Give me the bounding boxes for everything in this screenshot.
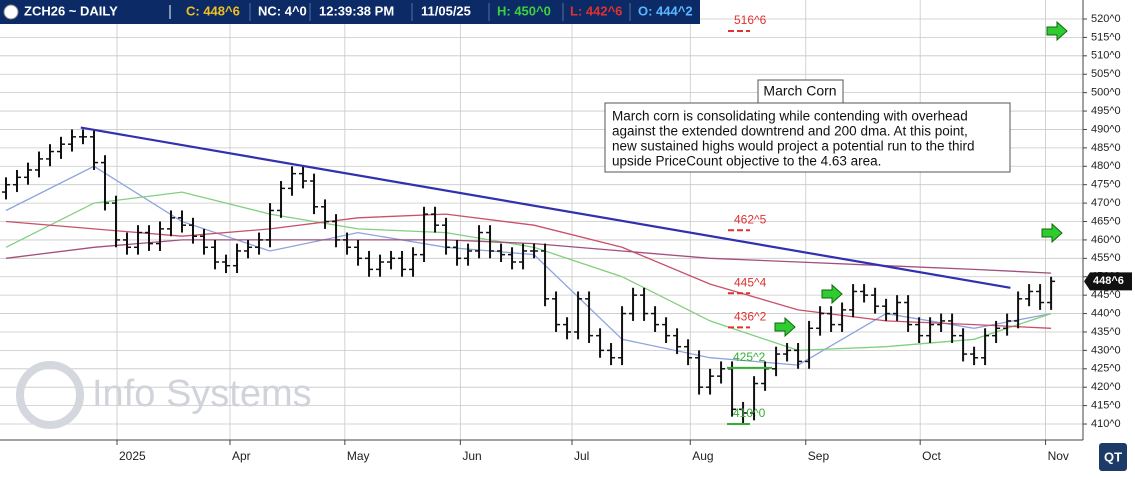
arrow (774, 316, 796, 338)
y-tick-label: 465^0 (1091, 215, 1121, 227)
y-tick-label: 470^0 (1091, 197, 1121, 209)
annotation-line: March corn is consolidating while conten… (612, 109, 968, 124)
header-icon (3, 4, 19, 20)
x-tick-label: Sep (808, 449, 830, 463)
y-tick-label: 445^0 (1091, 289, 1121, 301)
watermark-logo (16, 361, 84, 429)
time: 12:39:38 PM (319, 3, 394, 18)
close: C: 448^6 (186, 3, 240, 18)
arrow (821, 283, 843, 305)
chart-title: March Corn (763, 83, 836, 99)
annotation-line: upside PriceCount objective to the 4.63 … (612, 154, 881, 169)
arrow (1041, 222, 1063, 244)
annotation-line: new sustained highs would project a pote… (612, 139, 974, 154)
y-tick-label: 440^0 (1091, 307, 1121, 319)
y-tick-label: 425^0 (1091, 363, 1121, 375)
x-tick-label: Apr (232, 449, 251, 463)
last-price-label: 448^6 (1093, 275, 1124, 287)
x-tick-label: Jun (462, 449, 481, 463)
last-price-badge (1084, 272, 1132, 291)
y-tick-label: 410^0 (1091, 418, 1121, 430)
moving-average (5, 191, 1052, 352)
y-tick-label: 505^0 (1091, 68, 1121, 80)
header-bar (0, 0, 700, 24)
level-label: 462^5 (734, 212, 767, 226)
annotation-line: against the extended downtrend and 200 d… (612, 124, 968, 139)
date: 11/05/25 (421, 3, 471, 18)
logo: QT (1104, 449, 1122, 464)
y-tick-label: 515^0 (1091, 31, 1121, 43)
watermark-text: Info Systems (92, 373, 312, 415)
y-tick-label: 495^0 (1091, 105, 1121, 117)
y-tick-label: 460^0 (1091, 234, 1121, 246)
signal-arrows (774, 20, 1068, 338)
open: O: 444^2 (638, 3, 693, 18)
y-tick-label: 475^0 (1091, 179, 1121, 191)
y-tick-label: 490^0 (1091, 123, 1121, 135)
y-tick-label: 415^0 (1091, 400, 1121, 412)
x-tick-label: 2025 (119, 449, 146, 463)
arrow (1046, 20, 1068, 42)
level-label: 410^0 (733, 406, 766, 420)
logo-badge (1099, 443, 1127, 471)
level-label: 516^6 (734, 13, 767, 27)
y-tick-label: 500^0 (1091, 87, 1121, 99)
symbol: ZCH26 ~ DAILY (24, 3, 118, 18)
y-tick-label: 430^0 (1091, 344, 1121, 356)
level-label: 425^2 (733, 350, 766, 364)
x-tick-label: Nov (1048, 449, 1069, 463)
y-tick-label: 510^0 (1091, 50, 1121, 62)
low: L: 442^6 (570, 3, 622, 18)
x-tick-label: Oct (922, 449, 941, 463)
watermark: Info Systems (16, 361, 312, 429)
annotation-box (604, 102, 1011, 173)
x-tick-label: May (347, 449, 370, 463)
level-label: 445^4 (734, 275, 767, 289)
y-tick-label: 485^0 (1091, 142, 1121, 154)
y-tick-label: 520^0 (1091, 13, 1121, 25)
x-tick-label: Aug (692, 449, 713, 463)
y-tick-label: 480^0 (1091, 160, 1121, 172)
header: ZCH26 ~ DAILY C: 448^6 NC: 4^0 12:39:38 … (0, 0, 700, 24)
plot: 516^6 462^5 445^4 436^2 425^2 410^0 (1, 13, 1056, 426)
trendline (80, 126, 1011, 289)
x-tick-label: Jul (574, 449, 589, 463)
level-label: 436^2 (734, 310, 767, 324)
y-tick-label: 435^0 (1091, 326, 1121, 338)
y-tick-label: 420^0 (1091, 381, 1121, 393)
moving-average (5, 213, 1052, 329)
net-change: NC: 4^0 (258, 3, 307, 18)
y-tick-label: 455^0 (1091, 252, 1121, 264)
high: H: 450^0 (497, 3, 551, 18)
